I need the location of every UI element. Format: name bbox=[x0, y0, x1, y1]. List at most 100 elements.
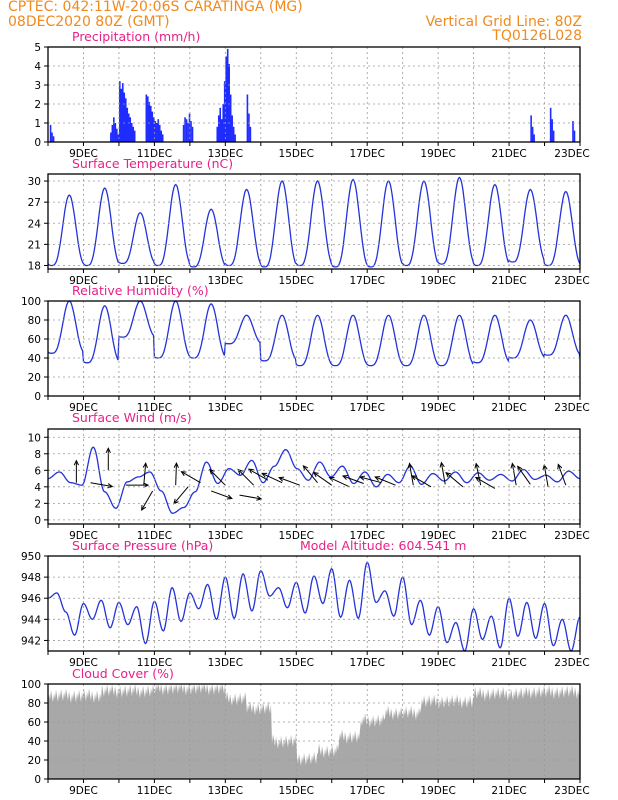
x-tick-label: 19DEC bbox=[420, 530, 455, 542]
panel-title: Surface Pressure (hPa) bbox=[72, 538, 213, 553]
x-tick-label: 19DEC bbox=[420, 275, 455, 287]
x-tick-label: 23DEC bbox=[554, 402, 589, 414]
precip-bar bbox=[530, 115, 532, 142]
precip-bar bbox=[231, 115, 233, 142]
y-tick-label: 100 bbox=[21, 296, 41, 308]
wind-arrow-head bbox=[474, 476, 481, 482]
precip-bar bbox=[161, 134, 164, 142]
series-line bbox=[47, 300, 581, 367]
x-tick-label: 15DEC bbox=[279, 657, 314, 669]
precip-bar bbox=[120, 88, 123, 142]
x-tick-label: 17DEC bbox=[349, 148, 384, 160]
precip-bar bbox=[573, 130, 576, 142]
precip-bar bbox=[533, 134, 535, 142]
x-tick-label: 9DEC bbox=[69, 530, 98, 542]
precip-bar bbox=[248, 113, 250, 142]
wind-arrow bbox=[237, 469, 255, 486]
x-tick-label: 13DEC bbox=[208, 530, 243, 542]
precip-bar bbox=[130, 123, 133, 142]
x-tick-label: 23DEC bbox=[554, 275, 589, 287]
y-tick-label: 80 bbox=[28, 698, 41, 710]
y-tick-label: 944 bbox=[21, 614, 41, 626]
precip-bar bbox=[113, 117, 115, 142]
panel-frame bbox=[47, 46, 581, 143]
precip-bar bbox=[147, 96, 149, 142]
panel-frame bbox=[47, 555, 581, 652]
date-line: 08DEC2020 80Z (GMT) bbox=[8, 14, 170, 30]
panel-4: Surface Pressure (hPa) Model Altitude: 60… bbox=[21, 538, 590, 669]
precip-bar bbox=[121, 83, 124, 142]
wind-arrow bbox=[329, 477, 350, 488]
wind-arrow-head bbox=[407, 462, 413, 469]
x-tick-label: 9DEC bbox=[69, 148, 98, 160]
wind-arrow-head bbox=[261, 472, 268, 478]
station-line: CPTEC: 042:11W-20:06S CARATINGA (MG) bbox=[8, 0, 303, 15]
wind-arrow-head bbox=[247, 468, 254, 474]
y-tick-label: 1 bbox=[34, 118, 41, 130]
wind-arrow bbox=[239, 494, 262, 500]
x-tick-label: 21DEC bbox=[491, 785, 526, 797]
x-tick-label: 11DEC bbox=[137, 785, 172, 797]
precip-bar bbox=[114, 123, 117, 142]
y-tick-label: 30 bbox=[28, 176, 41, 188]
y-tick-label: 4 bbox=[34, 61, 41, 73]
y-tick-label: 946 bbox=[21, 593, 41, 605]
precip-bar bbox=[220, 119, 223, 142]
y-tick-label: 5 bbox=[34, 42, 41, 54]
wind-arrow-head bbox=[445, 471, 452, 478]
y-tick-label: 0 bbox=[34, 137, 41, 149]
y-tick-label: 27 bbox=[28, 197, 41, 209]
x-tick-label: 19DEC bbox=[420, 148, 455, 160]
x-tick-label: 19DEC bbox=[420, 657, 455, 669]
precip-bar bbox=[123, 92, 126, 142]
precip-bar bbox=[157, 119, 160, 142]
x-tick-label: 9DEC bbox=[69, 785, 98, 797]
wind-arrow bbox=[445, 472, 464, 488]
x-tick-label: 21DEC bbox=[491, 657, 526, 669]
y-tick-label: 100 bbox=[21, 679, 41, 691]
wind-arrow bbox=[475, 463, 482, 486]
wind-arrow bbox=[248, 468, 269, 481]
y-tick-label: 2 bbox=[34, 99, 41, 111]
y-tick-label: 10 bbox=[28, 432, 41, 444]
y-tick-label: 60 bbox=[28, 717, 41, 729]
x-tick-label: 13DEC bbox=[208, 402, 243, 414]
wind-arrow bbox=[360, 476, 382, 484]
panel-frame bbox=[47, 683, 581, 780]
product-code: TQ0126L028 bbox=[492, 28, 582, 44]
precip-bar bbox=[133, 130, 136, 142]
y-tick-label: 18 bbox=[28, 260, 41, 272]
wind-arrow bbox=[261, 472, 283, 484]
wind-arrow bbox=[173, 486, 189, 505]
precip-bar bbox=[155, 123, 158, 142]
wind-arrow-head bbox=[374, 476, 381, 481]
precip-bar bbox=[154, 121, 157, 142]
y-tick-label: 21 bbox=[28, 239, 41, 251]
panel-frame bbox=[47, 173, 581, 270]
precip-bar bbox=[110, 132, 112, 142]
precip-bar bbox=[145, 94, 148, 142]
precip-bar bbox=[246, 94, 249, 142]
wind-arrow bbox=[303, 465, 318, 484]
panel-title: Surface Wind (m/s) bbox=[72, 410, 192, 425]
precip-bar bbox=[158, 124, 161, 142]
precip-bar bbox=[229, 94, 232, 142]
precip-bar bbox=[552, 130, 555, 142]
wind-arrow-head bbox=[237, 468, 244, 475]
wind-arrow-head bbox=[107, 483, 114, 489]
wind-arrow-head bbox=[557, 463, 563, 470]
precip-bar bbox=[127, 113, 130, 142]
wind-arrow-head bbox=[143, 482, 150, 488]
x-tick-label: 11DEC bbox=[137, 530, 172, 542]
precip-bar bbox=[184, 117, 186, 142]
precip-bar bbox=[187, 123, 189, 142]
x-tick-label: 23DEC bbox=[554, 148, 589, 160]
y-tick-label: 0 bbox=[34, 391, 41, 403]
wind-arrow bbox=[543, 465, 549, 487]
precip-bar bbox=[249, 126, 252, 142]
x-tick-label: 9DEC bbox=[69, 402, 98, 414]
precip-bar bbox=[551, 119, 553, 142]
precip-bar bbox=[234, 134, 236, 142]
y-tick-label: 60 bbox=[28, 334, 41, 346]
x-tick-label: 11DEC bbox=[137, 148, 172, 160]
